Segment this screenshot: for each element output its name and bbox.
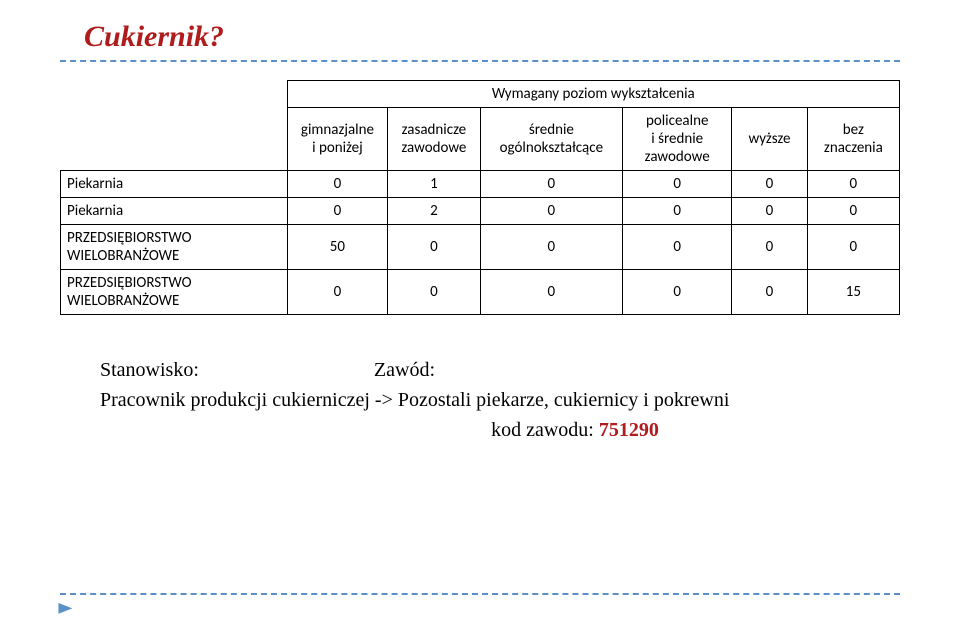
row-label: Piekarnia <box>61 198 288 225</box>
position-block: Stanowisko: Zawód: Pracownik produkcji c… <box>60 355 900 445</box>
row-label: PRZEDSIĘBIORSTWOWIELOBRANŻOWE <box>61 270 288 315</box>
table-row: PRZEDSIĘBIORSTWOWIELOBRANŻOWE5000000 <box>61 225 900 270</box>
table-cell: 0 <box>623 171 732 198</box>
row-label: PRZEDSIĘBIORSTWOWIELOBRANŻOWE <box>61 225 288 270</box>
position-description: Pracownik produkcji cukierniczej -> Pozo… <box>100 385 900 415</box>
table-top-header: Wymagany poziom wykształcenia <box>287 81 899 108</box>
table-column-header: wyższe <box>732 108 808 171</box>
zawod-label: Zawód: <box>374 359 435 381</box>
table-cell: 0 <box>480 171 623 198</box>
table-cell: 0 <box>732 225 808 270</box>
table-row: Piekarnia010000 <box>61 171 900 198</box>
table-row: Piekarnia020000 <box>61 198 900 225</box>
table-column-header: policealnei średniezawodowe <box>623 108 732 171</box>
table-column-header: gimnazjalnei poniżej <box>287 108 388 171</box>
table-column-header: bezznaczenia <box>807 108 899 171</box>
page-footer: ▶ <box>60 593 900 617</box>
arrow-icon: ▶ <box>58 602 72 616</box>
table-cell: 2 <box>388 198 480 225</box>
table-cell: 0 <box>480 225 623 270</box>
table-cell: 0 <box>287 171 388 198</box>
table-cell: 0 <box>807 225 899 270</box>
footer-divider <box>60 593 900 595</box>
table-cell: 0 <box>480 270 623 315</box>
table-cell: 0 <box>287 198 388 225</box>
title-divider <box>60 60 900 62</box>
table-cell: 0 <box>732 198 808 225</box>
table-cell: 0 <box>732 270 808 315</box>
table-row: PRZEDSIĘBIORSTWOWIELOBRANŻOWE0000015 <box>61 270 900 315</box>
table-column-header: zasadnicze zawodowe <box>388 108 480 171</box>
occupation-code: 751290 <box>599 419 659 441</box>
table-cell: 15 <box>807 270 899 315</box>
page-title: Cukiernik? <box>84 20 900 54</box>
table-cell: 0 <box>287 270 388 315</box>
table-cell: 0 <box>623 198 732 225</box>
table-cell: 0 <box>623 225 732 270</box>
table-cell: 0 <box>807 198 899 225</box>
code-label: kod zawodu: <box>491 419 594 441</box>
table-cell: 0 <box>732 171 808 198</box>
table-cell: 1 <box>388 171 480 198</box>
table-column-header: średnieogólnokształcące <box>480 108 623 171</box>
table-cell: 0 <box>623 270 732 315</box>
table-cell: 0 <box>480 198 623 225</box>
table-cell: 0 <box>388 225 480 270</box>
stanowisko-label: Stanowisko: <box>100 359 199 381</box>
row-label: Piekarnia <box>61 171 288 198</box>
table-cell: 0 <box>807 171 899 198</box>
education-table: Wymagany poziom wykształcenia gimnazjaln… <box>60 80 900 315</box>
table-cell: 50 <box>287 225 388 270</box>
table-cell: 0 <box>388 270 480 315</box>
